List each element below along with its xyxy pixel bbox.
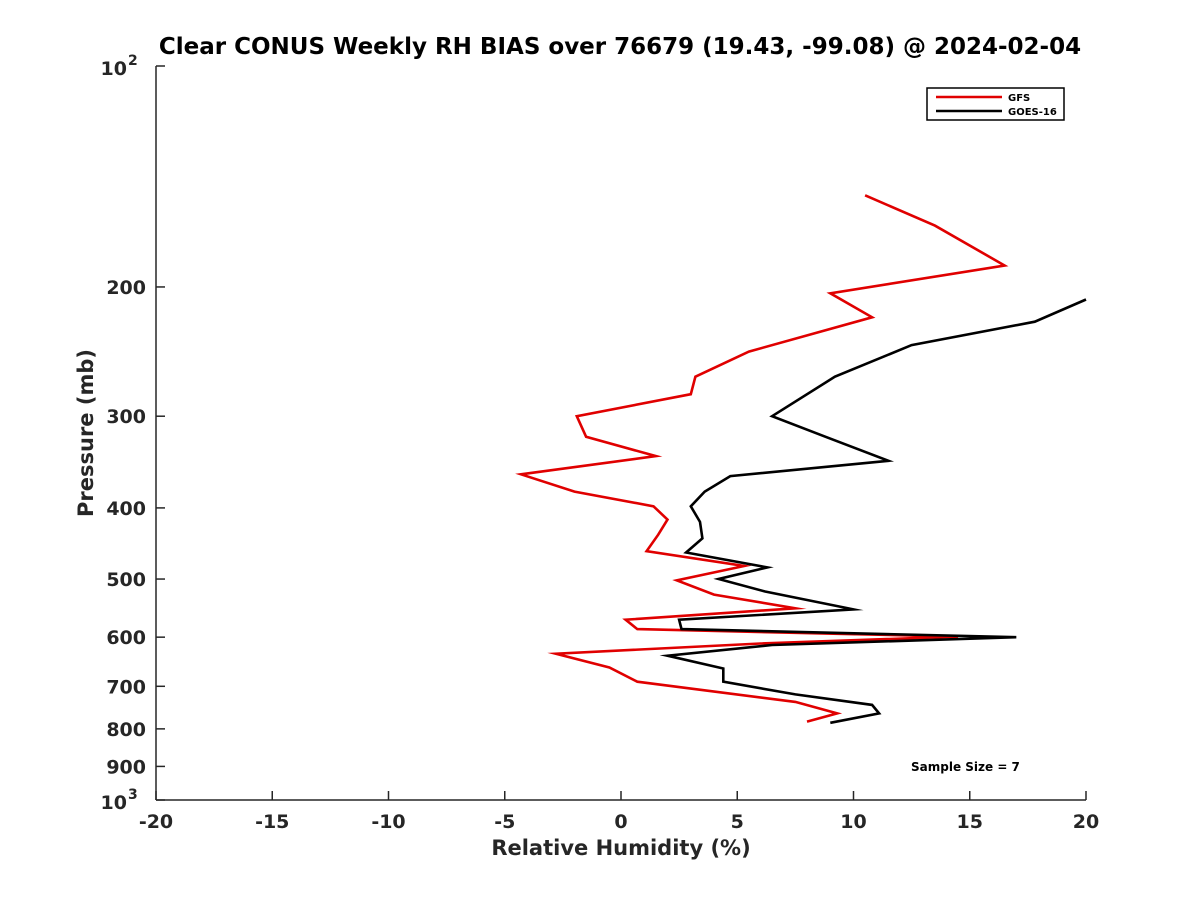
y-tick-label-power: 10 [101,792,127,814]
y-tick-label: 600 [106,627,146,649]
x-tick-label: -10 [371,811,405,833]
y-tick-label: 700 [106,676,146,698]
x-tick-label: 15 [957,811,983,833]
x-axis-label: Relative Humidity (%) [491,836,750,860]
y-tick-exponent: 3 [128,787,138,803]
plot-area: -20 -15 -10 -5 0 5 10 15 20 10 220030040050060070… [101,53,1100,833]
chart-title: Clear CONUS Weekly RH BIAS over 76679 (1… [159,34,1081,60]
y-tick-label: 800 [106,719,146,741]
legend-box [926,87,1065,121]
series-line-gfs [515,194,1009,723]
sample-size-annotation: Sample Size = 7 [911,760,1020,774]
series-lines [515,194,1087,725]
y-tick-label: 200 [106,277,146,299]
y-tick-exponent: 2 [128,53,138,69]
x-tick-label: -15 [255,811,289,833]
legend: GFS GOES-16 [926,87,1065,121]
y-tick-label: 400 [106,498,146,520]
y-axis-label: Pressure (mb) [74,349,98,517]
x-tick-label: -20 [139,811,173,833]
y-tick-label: 900 [106,756,146,778]
x-axis-ticks: -20 -15 -10 -5 0 5 10 15 20 [139,791,1099,833]
legend-label-gfs: GFS [1008,93,1030,104]
x-tick-label: 10 [840,811,866,833]
y-tick-label-power: 10 [101,58,127,80]
legend-label-goes-16: GOES-16 [1008,107,1057,118]
x-tick-label: -5 [494,811,515,833]
x-tick-label: 0 [614,811,627,833]
x-tick-label: 5 [731,811,744,833]
y-tick-label: 300 [106,406,146,428]
series-line-goes-16 [659,298,1087,725]
y-tick-label: 500 [106,569,146,591]
x-tick-label: 20 [1073,811,1099,833]
